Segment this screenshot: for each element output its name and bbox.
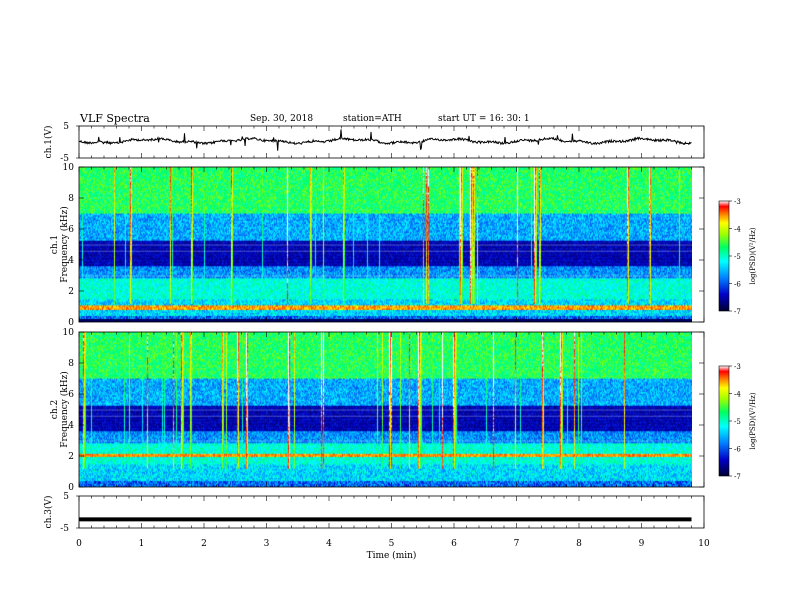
y-tick-label: 4 xyxy=(68,421,74,431)
colorbar-tick-label: -6 xyxy=(734,446,741,454)
ch2-colorbar xyxy=(718,365,730,477)
y-tick-label: 2 xyxy=(68,452,74,462)
colorbar-tick-label: -6 xyxy=(734,281,741,289)
x-tick-label: 0 xyxy=(76,539,82,549)
x-tick-label: 2 xyxy=(201,539,207,549)
y-tick-label: 10 xyxy=(63,328,75,338)
ch1-waveform-line xyxy=(78,129,692,151)
station-label: station=ATH xyxy=(343,114,402,124)
y-tick-label: -5 xyxy=(60,524,69,534)
x-tick-label: 4 xyxy=(326,539,332,549)
y-tick-label: 0 xyxy=(68,483,74,493)
y-tick-label: 10 xyxy=(63,163,75,173)
colorbar-tick-label: -7 xyxy=(734,473,741,481)
colorbar-tick-label: -4 xyxy=(734,226,741,234)
y-tick-label: 5 xyxy=(63,492,69,502)
colorbar-tick-label: -5 xyxy=(734,418,741,426)
colorbar-tick-label: -4 xyxy=(734,391,741,399)
y-tick-label: 0 xyxy=(68,318,74,328)
ch1-spectro-ylabel: ch.1Frequency (kHz) xyxy=(50,206,70,283)
x-tick-label: 10 xyxy=(698,539,710,549)
y-tick-label: 5 xyxy=(63,122,69,132)
y-tick-label: 2 xyxy=(68,287,74,297)
x-tick-label: 1 xyxy=(139,539,145,549)
y-tick-label: -5 xyxy=(60,154,69,164)
ch3-waveform-line xyxy=(79,517,692,522)
y-tick-label: 4 xyxy=(68,256,74,266)
y-tick-label: 6 xyxy=(68,390,74,400)
colorbar-label: log(PSD)(V²/Hz) xyxy=(749,392,757,449)
y-tick-label: 6 xyxy=(68,225,74,235)
ch1-spectrogram xyxy=(79,167,692,322)
colorbar-tick-label: -3 xyxy=(734,363,741,371)
ch2-spectro-ylabel: ch.2Frequency (kHz) xyxy=(50,371,70,448)
ch1-colorbar xyxy=(718,200,730,312)
colorbar-label: log(PSD)(V²/Hz) xyxy=(749,227,757,284)
ch2-spectrogram xyxy=(79,332,692,487)
x-tick-label: 3 xyxy=(264,539,270,549)
ch3-ylabel: ch.3(V) xyxy=(43,496,54,529)
x-tick-label: 6 xyxy=(451,539,457,549)
x-axis-label: Time (min) xyxy=(367,550,417,561)
start-ut-label: start UT = 16: 30: 1 xyxy=(438,114,530,124)
date-label: Sep. 30, 2018 xyxy=(250,114,314,124)
colorbar-tick-label: -7 xyxy=(734,308,741,316)
x-tick-label: 7 xyxy=(514,539,520,549)
x-tick-label: 9 xyxy=(639,539,645,549)
colorbar-tick-label: -3 xyxy=(734,198,741,206)
x-tick-label: 5 xyxy=(389,539,395,549)
y-tick-label: 8 xyxy=(68,194,74,204)
colorbar-tick-label: -5 xyxy=(734,253,741,261)
ch1-ylabel: ch.1(V) xyxy=(43,126,54,159)
y-tick-label: 8 xyxy=(68,359,74,369)
x-tick-label: 8 xyxy=(576,539,582,549)
chart-title: VLF Spectra xyxy=(80,112,150,125)
